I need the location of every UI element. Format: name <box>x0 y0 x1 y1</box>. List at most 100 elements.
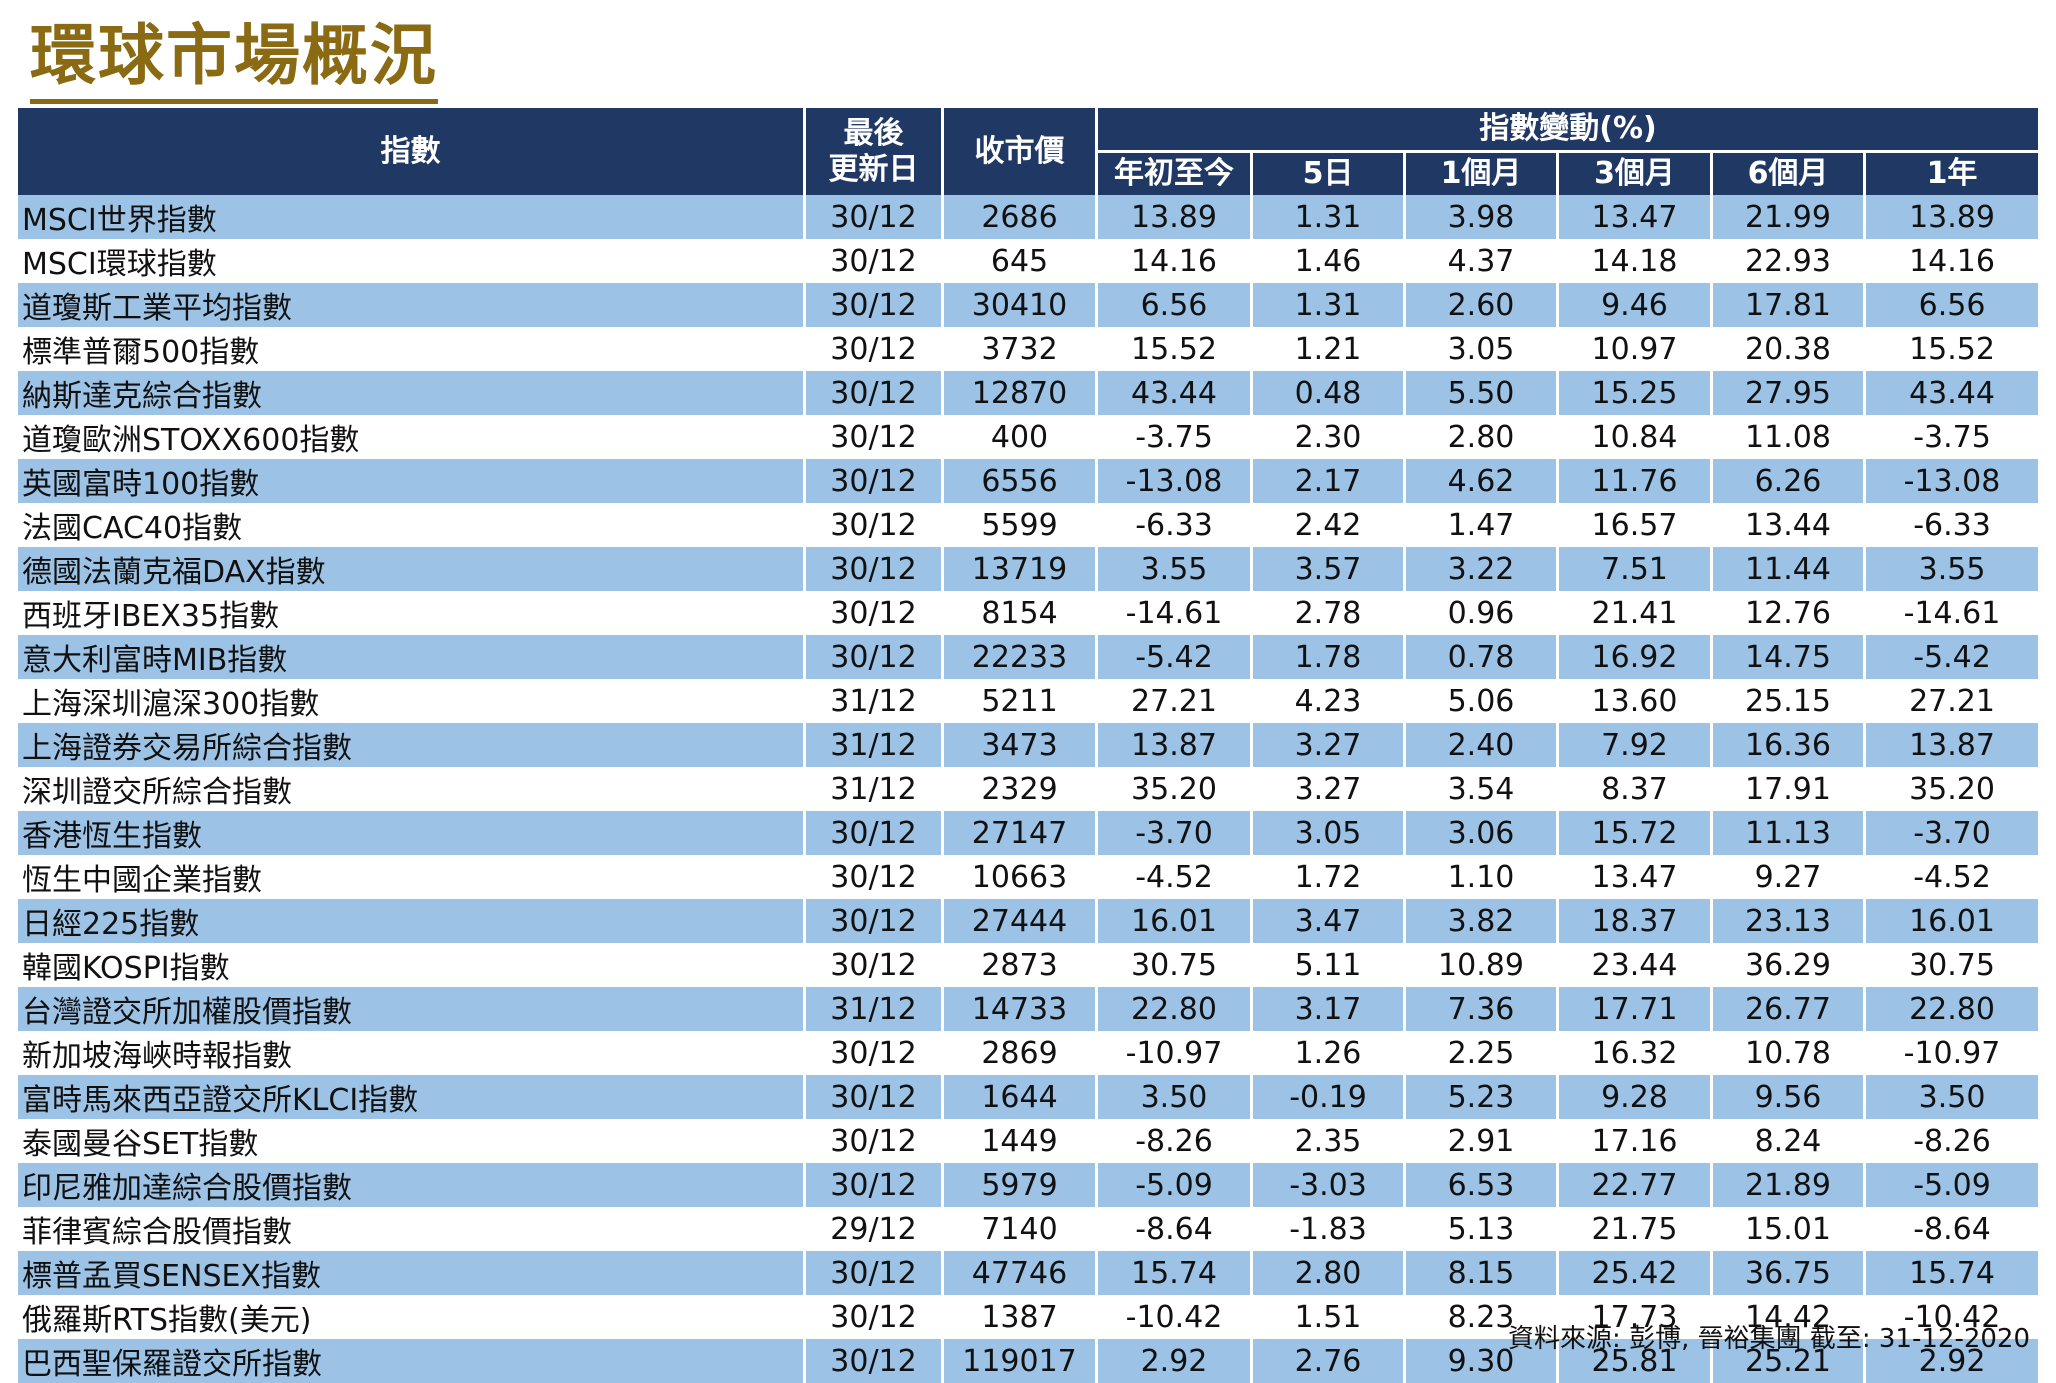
1y-change-cell: -4.52 <box>1866 855 2039 899</box>
5d-change-cell: 3.17 <box>1253 987 1406 1031</box>
title-block: 環球市場概況 <box>30 14 438 104</box>
5d-change-cell: 1.31 <box>1253 283 1406 327</box>
6m-change-cell: 6.26 <box>1713 459 1866 503</box>
1y-change-cell: 15.52 <box>1866 327 2039 371</box>
header-period: 6個月 <box>1713 150 1866 195</box>
1m-change-cell: 2.80 <box>1406 415 1559 459</box>
index-name-cell: 俄羅斯RTS指數(美元) <box>18 1295 806 1339</box>
6m-change-cell: 14.75 <box>1713 635 1866 679</box>
update-date-cell: 30/12 <box>806 195 944 239</box>
close-price-cell: 14733 <box>944 987 1098 1031</box>
index-name-cell: 香港恆生指數 <box>18 811 806 855</box>
1m-change-cell: 3.05 <box>1406 327 1559 371</box>
5d-change-cell: 2.42 <box>1253 503 1406 547</box>
1y-change-cell: -8.64 <box>1866 1207 2039 1251</box>
6m-change-cell: 16.36 <box>1713 723 1866 767</box>
6m-change-cell: 36.29 <box>1713 943 1866 987</box>
update-date-cell: 31/12 <box>806 723 944 767</box>
1m-change-cell: 4.62 <box>1406 459 1559 503</box>
1y-change-cell: -6.33 <box>1866 503 2039 547</box>
index-name-cell: 道瓊斯工業平均指數 <box>18 283 806 327</box>
close-price-cell: 27147 <box>944 811 1098 855</box>
5d-change-cell: 2.80 <box>1253 1251 1406 1295</box>
3m-change-cell: 13.60 <box>1559 679 1713 723</box>
header-period: 1年 <box>1866 150 2039 195</box>
index-name-cell: 恆生中國企業指數 <box>18 855 806 899</box>
6m-change-cell: 17.81 <box>1713 283 1866 327</box>
3m-change-cell: 7.92 <box>1559 723 1713 767</box>
update-date-cell: 30/12 <box>806 283 944 327</box>
market-table: 指數 最後 更新日 收市價 指數變動(%) 年初至今 5日 1個月 3個月 6個… <box>18 108 2039 1383</box>
header-period: 1個月 <box>1406 150 1559 195</box>
6m-change-cell: 17.91 <box>1713 767 1866 811</box>
5d-change-cell: 2.76 <box>1253 1339 1406 1383</box>
table-row: 標普孟買SENSEX指數 30/12 47746 15.74 2.80 8.15 25.42… <box>18 1251 2039 1295</box>
3m-change-cell: 17.71 <box>1559 987 1713 1031</box>
close-price-cell: 27444 <box>944 899 1098 943</box>
5d-change-cell: 0.48 <box>1253 371 1406 415</box>
table-row: 法國CAC40指數 30/12 5599 -6.33 2.42 1.47 16.57 13.4… <box>18 503 2039 547</box>
1y-change-cell: 16.01 <box>1866 899 2039 943</box>
table-row: 菲律賓綜合股價指數 29/12 7140 -8.64 -1.83 5.13 21.75 15.… <box>18 1207 2039 1251</box>
index-name-cell: 菲律賓綜合股價指數 <box>18 1207 806 1251</box>
table-row: 日經225指數 30/12 27444 16.01 3.47 3.82 18.37 23.13… <box>18 899 2039 943</box>
5d-change-cell: 3.27 <box>1253 767 1406 811</box>
3m-change-cell: 10.97 <box>1559 327 1713 371</box>
1m-change-cell: 2.40 <box>1406 723 1559 767</box>
3m-change-cell: 16.32 <box>1559 1031 1713 1075</box>
index-name-cell: 韓國KOSPI指數 <box>18 943 806 987</box>
5d-change-cell: 2.35 <box>1253 1119 1406 1163</box>
1y-change-cell: 27.21 <box>1866 679 2039 723</box>
ytd-change-cell: 15.52 <box>1098 327 1253 371</box>
update-date-cell: 31/12 <box>806 679 944 723</box>
title-underline <box>30 99 438 104</box>
ytd-change-cell: 22.80 <box>1098 987 1253 1031</box>
1m-change-cell: 5.50 <box>1406 371 1559 415</box>
table-row: 英國富時100指數 30/12 6556 -13.08 2.17 4.62 11.76 6.2… <box>18 459 2039 503</box>
index-name-cell: 上海深圳滬深300指數 <box>18 679 806 723</box>
table-header: 指數 最後 更新日 收市價 指數變動(%) 年初至今 5日 1個月 3個月 6個… <box>18 108 2039 195</box>
3m-change-cell: 17.73 <box>1559 1295 1713 1339</box>
header-last-update-line1: 最後 <box>843 115 904 151</box>
5d-change-cell: 3.05 <box>1253 811 1406 855</box>
index-name-cell: 西班牙IBEX35指數 <box>18 591 806 635</box>
header-last-update-line2: 更新日 <box>828 151 919 187</box>
index-name-cell: 德國法蘭克福DAX指數 <box>18 547 806 591</box>
update-date-cell: 30/12 <box>806 591 944 635</box>
update-date-cell: 30/12 <box>806 1119 944 1163</box>
6m-change-cell: 8.24 <box>1713 1119 1866 1163</box>
1m-change-cell: 0.78 <box>1406 635 1559 679</box>
ytd-change-cell: -3.75 <box>1098 415 1253 459</box>
table-row: 標準普爾500指數 30/12 3732 15.52 1.21 3.05 10.97 20.3… <box>18 327 2039 371</box>
update-date-cell: 30/12 <box>806 371 944 415</box>
5d-change-cell: 3.57 <box>1253 547 1406 591</box>
1m-change-cell: 3.06 <box>1406 811 1559 855</box>
3m-change-cell: 25.42 <box>1559 1251 1713 1295</box>
1m-change-cell: 1.10 <box>1406 855 1559 899</box>
table-row: 納斯達克綜合指數 30/12 12870 43.44 0.48 5.50 15.25 27.9… <box>18 371 2039 415</box>
1y-change-cell: 3.50 <box>1866 1075 2039 1119</box>
5d-change-cell: 1.46 <box>1253 239 1406 283</box>
5d-change-cell: -0.19 <box>1253 1075 1406 1119</box>
1m-change-cell: 10.89 <box>1406 943 1559 987</box>
ytd-change-cell: 13.89 <box>1098 195 1253 239</box>
1y-change-cell: -10.42 <box>1866 1295 2039 1339</box>
table-row: 新加坡海峽時報指數 30/12 2869 -10.97 1.26 2.25 16.32 10.… <box>18 1031 2039 1075</box>
ytd-change-cell: 27.21 <box>1098 679 1253 723</box>
5d-change-cell: 3.47 <box>1253 899 1406 943</box>
ytd-change-cell: -5.09 <box>1098 1163 1253 1207</box>
close-price-cell: 6556 <box>944 459 1098 503</box>
1m-change-cell: 0.96 <box>1406 591 1559 635</box>
index-name-cell: 泰國曼谷SET指數 <box>18 1119 806 1163</box>
3m-change-cell: 11.76 <box>1559 459 1713 503</box>
close-price-cell: 5599 <box>944 503 1098 547</box>
1m-change-cell: 3.54 <box>1406 767 1559 811</box>
close-price-cell: 2686 <box>944 195 1098 239</box>
3m-change-cell: 18.37 <box>1559 899 1713 943</box>
1y-change-cell: 22.80 <box>1866 987 2039 1031</box>
close-price-cell: 7140 <box>944 1207 1098 1251</box>
ytd-change-cell: 14.16 <box>1098 239 1253 283</box>
5d-change-cell: 2.78 <box>1253 591 1406 635</box>
ytd-change-cell: 6.56 <box>1098 283 1253 327</box>
1y-change-cell: 3.55 <box>1866 547 2039 591</box>
